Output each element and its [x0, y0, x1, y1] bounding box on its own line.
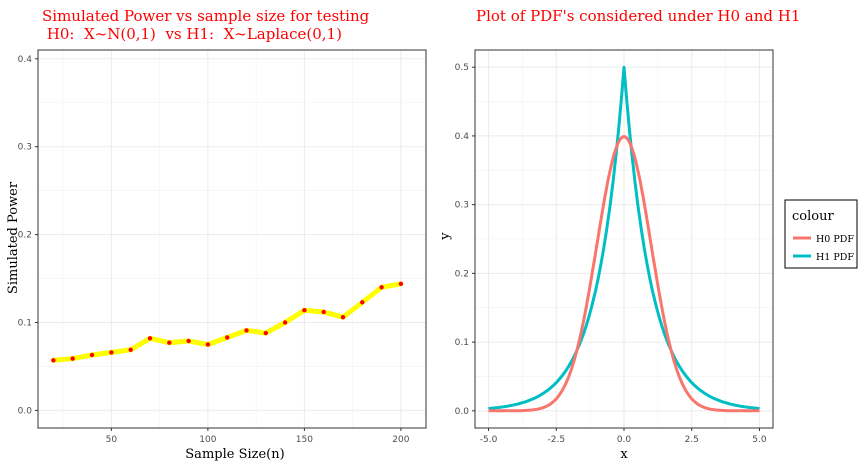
y-tick-label: 0.0	[18, 406, 33, 416]
left-x-axis-label: Sample Size(n)	[185, 447, 284, 462]
power-point	[70, 356, 75, 361]
x-tick-label: 100	[199, 435, 216, 445]
left-title-line-1: Simulated Power vs sample size for testi…	[42, 7, 370, 25]
h0-pdf-line	[488, 135, 760, 413]
power-point	[360, 300, 365, 305]
power-point	[89, 352, 95, 358]
power-point	[282, 320, 288, 325]
legend-label-h1: H1 PDF	[816, 252, 854, 263]
y-tick-label: 0.5	[455, 63, 469, 73]
power-point	[321, 309, 326, 315]
left-y-axis-label: Simulated Power	[6, 181, 21, 294]
x-tick-label: 2.5	[685, 435, 699, 445]
y-tick-label: 0.3	[18, 143, 32, 153]
x-tick-label: -5.0	[480, 435, 498, 445]
right-x-axis-label: x	[620, 447, 628, 462]
power-point	[109, 350, 114, 355]
legend: colour H0 PDF H1 PDF	[784, 199, 858, 269]
panel-border	[37, 49, 427, 429]
x-tick-label: -2.5	[547, 435, 565, 445]
right-y-axis-label: y	[438, 232, 453, 241]
h1-pdf-line	[488, 65, 760, 410]
power-point	[340, 315, 346, 320]
y-tick-label: 0.1	[455, 338, 469, 348]
power-point	[302, 308, 307, 313]
power-point	[51, 358, 56, 363]
legend-label-h0: H0 PDF	[816, 234, 854, 245]
x-tick-label: 200	[392, 435, 409, 445]
y-tick-label: 0.0	[455, 407, 470, 417]
power-point	[186, 338, 191, 344]
legend-title: colour	[792, 209, 834, 224]
power-point	[205, 342, 211, 347]
power-point	[225, 335, 230, 340]
x-tick-label: 50	[106, 435, 118, 445]
x-tick-label: 5.0	[752, 435, 767, 445]
power-point	[128, 347, 133, 352]
y-tick-label: 0.4	[455, 132, 470, 142]
left-title-line-2: H0: X~N(0,1) vs H1: X~Laplace(0,1)	[42, 25, 342, 43]
y-tick-label: 0.2	[18, 231, 32, 241]
power-point	[244, 328, 249, 333]
y-tick-label: 0.2	[455, 269, 469, 279]
y-tick-label: 0.1	[18, 319, 32, 329]
y-tick-label: 0.3	[455, 201, 469, 211]
power-point	[398, 281, 404, 286]
x-tick-label: 0.0	[617, 435, 632, 445]
power-point	[379, 285, 384, 290]
x-tick-label: 150	[296, 435, 313, 445]
right-title: Plot of PDF's considered under H0 and H1	[476, 7, 800, 25]
pdf-plot-panel: -5.0 -2.5 0.0 2.5 5.0 0.0 0.1 0.2 0.3 0.4 0.5	[455, 49, 774, 445]
panel-border	[474, 49, 774, 429]
power-point	[147, 336, 153, 341]
y-tick-label: 0.4	[18, 55, 33, 65]
power-point	[167, 340, 172, 345]
power-plot-panel: 50 100 150 200 0.0 0.1 0.2 0.3 0.4	[18, 49, 427, 445]
power-point	[263, 330, 268, 336]
